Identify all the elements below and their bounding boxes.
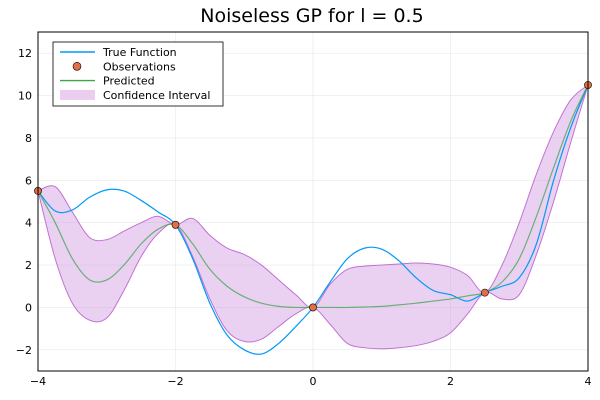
- legend-swatch-point: [72, 62, 82, 71]
- y-tick-label: 4: [25, 217, 32, 230]
- x-tick-label: −2: [167, 375, 183, 388]
- y-tick-label: 12: [18, 47, 32, 60]
- plot-frame: [37, 31, 589, 372]
- legend-label: Confidence Interval: [103, 89, 210, 102]
- y-tick-label: −2: [16, 344, 32, 357]
- legend-label: Observations: [103, 60, 176, 73]
- observation-point: [480, 288, 489, 297]
- y-tick-label: 10: [18, 90, 32, 103]
- observation-point: [309, 303, 317, 312]
- x-tick-label: −4: [30, 375, 46, 388]
- chart-title: Noiseless GP for l = 0.5: [200, 5, 423, 27]
- y-tick-label: 8: [25, 132, 32, 145]
- legend-swatch-band: [60, 89, 95, 100]
- x-tick-label: 4: [585, 375, 592, 388]
- confidence-band: [38, 84, 588, 349]
- y-tick-label: 2: [25, 259, 32, 272]
- legend-label: True Function: [102, 46, 177, 59]
- ticks: −4 −2 0 2 4 −2 0 2 4 6 8 10 12: [16, 47, 592, 388]
- y-tick-label: 6: [25, 174, 32, 187]
- y-tick-label: 0: [25, 301, 32, 314]
- observation-point: [171, 220, 180, 229]
- x-tick-label: 0: [310, 375, 317, 388]
- legend-label: Predicted: [103, 75, 155, 88]
- x-tick-label: 2: [447, 375, 454, 388]
